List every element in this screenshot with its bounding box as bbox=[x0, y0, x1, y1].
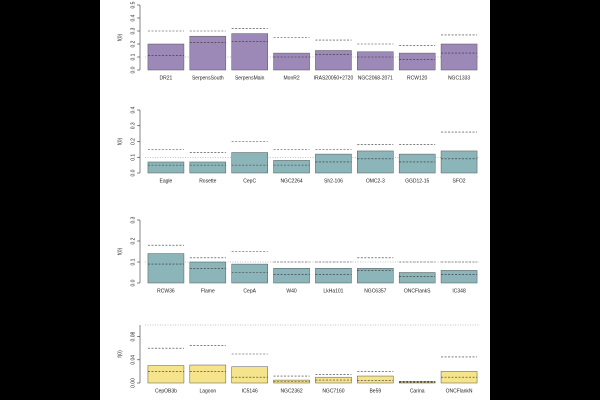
x-tick-label: Lagoon bbox=[199, 388, 216, 394]
x-tick-label: RCW120 bbox=[407, 75, 428, 81]
x-tick-label: Carina bbox=[410, 388, 425, 394]
bar bbox=[189, 161, 227, 174]
y-axis-label: f(0) bbox=[117, 350, 123, 358]
x-tick-label: GGD12-15 bbox=[405, 178, 429, 184]
y-tick-label: 0.2 bbox=[130, 40, 136, 47]
y-tick-label: 0.0 bbox=[130, 279, 136, 286]
y-tick-label: 0.1 bbox=[130, 53, 136, 60]
bar bbox=[273, 268, 310, 284]
bar bbox=[231, 33, 268, 71]
bar bbox=[315, 268, 352, 284]
bar bbox=[273, 160, 310, 174]
x-tick-label: Flame bbox=[201, 288, 215, 294]
bar bbox=[231, 263, 268, 284]
y-axis-label: f(0) bbox=[117, 33, 123, 41]
y-tick-label: 0.3 bbox=[130, 27, 136, 34]
y-tick-label: 0.0 bbox=[130, 66, 136, 73]
y-tick-label: 0.1 bbox=[130, 258, 136, 265]
y-axis-label: f(0) bbox=[117, 137, 123, 145]
bar bbox=[440, 43, 478, 71]
bar bbox=[398, 153, 436, 174]
x-tick-label: IC348 bbox=[452, 288, 466, 294]
y-tick-label: 0.5 bbox=[130, 1, 136, 8]
y-tick-label: 0.00 bbox=[130, 378, 136, 388]
bar bbox=[315, 153, 352, 174]
x-tick-label: Eagle bbox=[160, 178, 173, 184]
x-tick-label: RCW36 bbox=[157, 288, 175, 294]
x-tick-label: NGC2362 bbox=[280, 388, 302, 394]
bar bbox=[440, 270, 478, 284]
x-tick-label: SFO2 bbox=[453, 178, 466, 184]
x-tick-label: NGC6357 bbox=[364, 288, 386, 294]
bar bbox=[231, 366, 268, 384]
x-tick-label: IRAS20050+2720 bbox=[314, 75, 354, 81]
x-tick-label: CepOB3b bbox=[155, 388, 177, 394]
bar bbox=[147, 43, 185, 71]
x-tick-label: ONCFlankN bbox=[446, 388, 473, 394]
bar bbox=[315, 50, 352, 71]
bar bbox=[147, 161, 185, 174]
x-tick-label: NGC2068-2071 bbox=[358, 75, 393, 81]
bar bbox=[357, 375, 394, 384]
y-tick-label: 0.3 bbox=[130, 122, 136, 129]
y-tick-label: 0.2 bbox=[130, 138, 136, 145]
bar bbox=[357, 51, 394, 71]
bar bbox=[398, 52, 436, 71]
x-tick-label: IC5146 bbox=[242, 388, 258, 394]
x-tick-label: MonR2 bbox=[284, 75, 300, 81]
x-tick-label: SerpensMain bbox=[235, 75, 265, 81]
x-tick-label: ONCFlankS bbox=[404, 288, 431, 294]
bar bbox=[273, 52, 310, 71]
y-tick-label: 0.3 bbox=[130, 216, 136, 223]
x-tick-label: NGC1333 bbox=[448, 75, 470, 81]
x-tick-label: NGC2264 bbox=[280, 178, 302, 184]
x-tick-label: CepC bbox=[243, 178, 256, 184]
bar bbox=[189, 35, 227, 71]
y-tick-label: 0.1 bbox=[130, 154, 136, 161]
bar bbox=[440, 150, 478, 174]
x-tick-label: Be59 bbox=[369, 388, 381, 394]
bar bbox=[147, 365, 185, 384]
bar bbox=[398, 272, 436, 284]
x-tick-label: SerpensSouth bbox=[192, 75, 224, 81]
bar bbox=[357, 268, 394, 284]
x-tick-label: Rosette bbox=[199, 178, 216, 184]
bar bbox=[189, 261, 227, 284]
x-tick-label: LkHa101 bbox=[323, 288, 343, 294]
bar bbox=[357, 150, 394, 174]
x-tick-label: CepA bbox=[243, 288, 256, 294]
bar bbox=[147, 253, 185, 284]
x-tick-label: OMC2-3 bbox=[366, 178, 385, 184]
y-tick-label: 0.08 bbox=[130, 332, 136, 342]
y-tick-label: 0.0 bbox=[130, 169, 136, 176]
y-tick-label: 0.2 bbox=[130, 237, 136, 244]
bar bbox=[231, 152, 268, 174]
y-axis-label: f(0) bbox=[117, 247, 123, 255]
x-tick-label: DR21 bbox=[160, 75, 173, 81]
y-tick-label: 0.04 bbox=[130, 355, 136, 365]
bar bbox=[189, 364, 227, 384]
x-tick-label: NGC7160 bbox=[322, 388, 344, 394]
x-tick-label: Sh2-106 bbox=[324, 178, 343, 184]
y-tick-label: 0.4 bbox=[130, 14, 136, 21]
x-tick-label: W40 bbox=[286, 288, 297, 294]
y-tick-label: 0.4 bbox=[130, 106, 136, 113]
